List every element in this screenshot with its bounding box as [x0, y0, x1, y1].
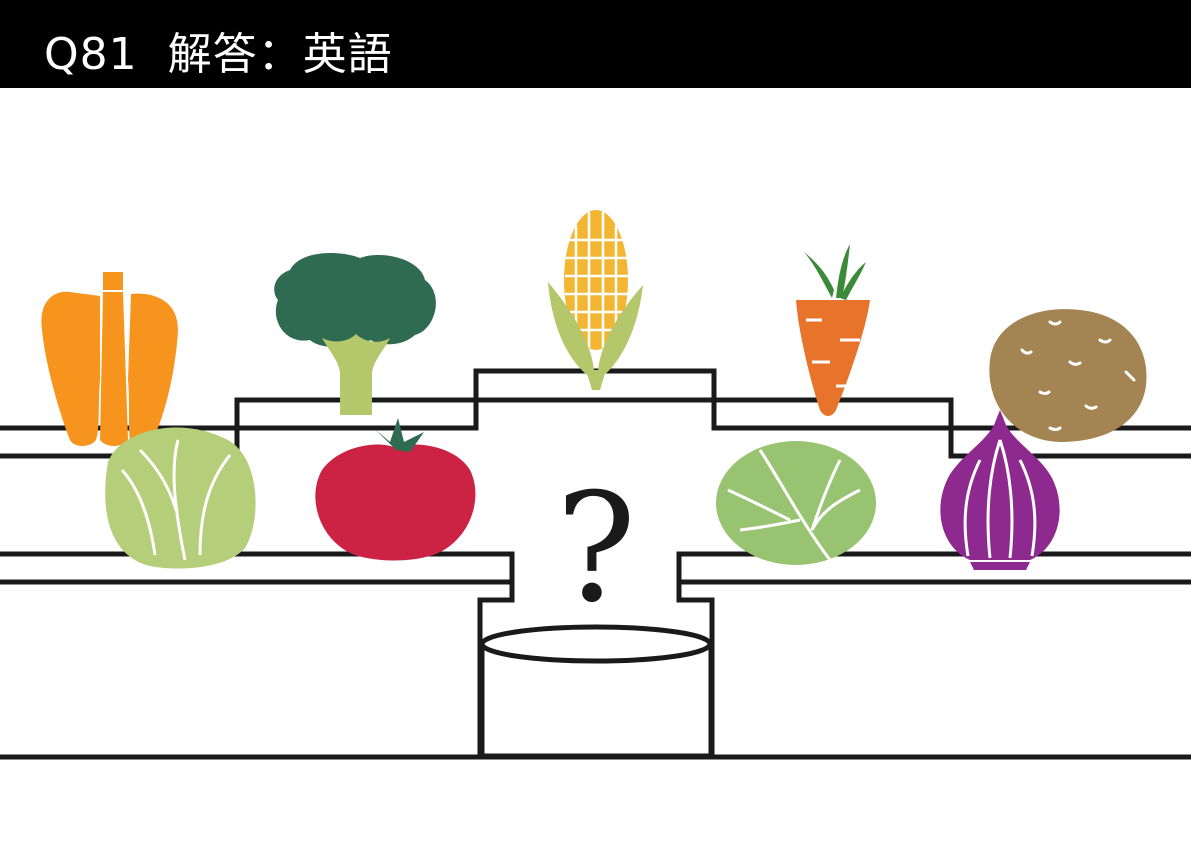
corn-icon [548, 210, 643, 390]
tomato-icon [315, 418, 476, 561]
pot-icon [479, 624, 714, 759]
carrot-icon [796, 244, 870, 416]
page-title: Q81 解答：英語 [44, 29, 393, 80]
header-bar: Q81 解答：英語 [0, 0, 1191, 88]
question-mark: ? [556, 462, 636, 636]
lettuce-icon [105, 427, 256, 569]
shelf-outline [0, 368, 1191, 760]
broccoli-icon [274, 253, 436, 415]
cabbage-icon [716, 441, 876, 565]
onion-icon [940, 410, 1060, 570]
potato-icon [989, 309, 1147, 442]
bell-pepper-icon [41, 272, 178, 446]
